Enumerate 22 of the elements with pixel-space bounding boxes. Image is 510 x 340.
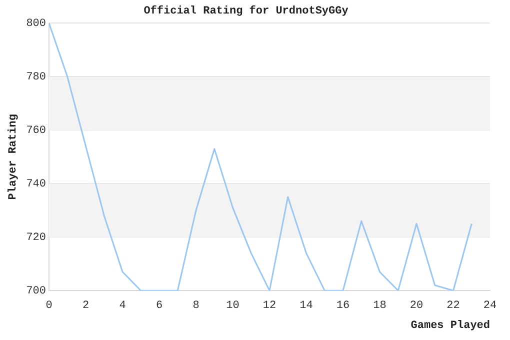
chart-title: Official Rating for UrdnotSyGGy: [144, 4, 349, 18]
y-tick-label: 700: [26, 286, 46, 298]
x-tick-label: 24: [483, 300, 497, 312]
x-tick-label: 12: [262, 300, 276, 312]
x-tick-label: 22: [446, 300, 460, 312]
y-tick-label: 740: [26, 178, 46, 191]
x-tick-label: 2: [82, 300, 90, 312]
x-tick-label: 20: [410, 300, 424, 312]
x-tick-label: 18: [373, 300, 386, 312]
x-tick-label: 10: [226, 300, 240, 312]
y-tick-label: 800: [26, 18, 46, 30]
x-tick-label: 6: [156, 300, 163, 312]
x-axis-title: Games Played: [410, 320, 490, 332]
x-tick-label: 0: [46, 300, 52, 312]
y-tick-label: 720: [26, 232, 46, 244]
x-tick-label: 4: [119, 300, 126, 312]
x-tick-label: 14: [300, 300, 314, 312]
x-tick-label: 8: [192, 300, 200, 312]
y-tick-label: 780: [26, 72, 46, 84]
x-tick-label: 16: [336, 300, 350, 312]
y-tick-label: 760: [26, 125, 46, 138]
y-axis-title: Player Rating: [7, 114, 20, 200]
